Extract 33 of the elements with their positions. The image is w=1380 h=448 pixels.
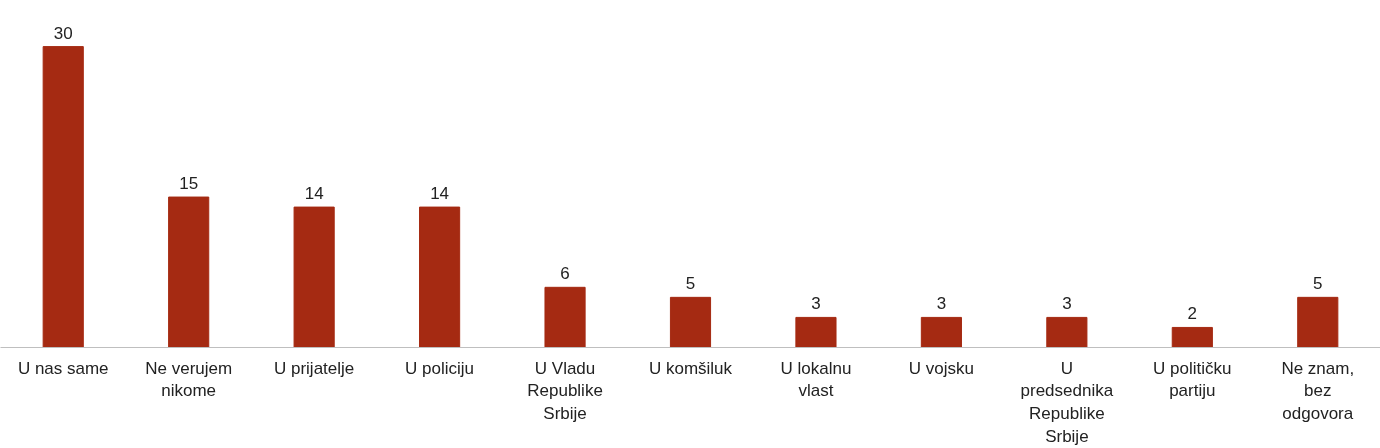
data-label: 3 bbox=[1062, 294, 1072, 314]
x-tick-label: U političku partiju bbox=[1153, 358, 1232, 401]
bar bbox=[1171, 326, 1213, 348]
bar bbox=[544, 286, 586, 348]
data-label: 3 bbox=[936, 294, 947, 314]
x-tick-label: U prijatelje bbox=[273, 358, 355, 378]
data-label: 3 bbox=[811, 294, 821, 314]
x-tick-label: U nas same bbox=[17, 358, 109, 378]
bar bbox=[293, 206, 335, 348]
x-tick-label: U predsednika Republike Srbije bbox=[1020, 358, 1114, 446]
x-tick-label: U policiju bbox=[405, 358, 475, 378]
data-label: 6 bbox=[560, 264, 570, 284]
bar bbox=[795, 316, 837, 348]
x-tick-label: Ne verujem nikome bbox=[145, 358, 233, 401]
x-tick-label: U Vladu Republike Srbije bbox=[527, 358, 603, 424]
data-label: 2 bbox=[1187, 304, 1198, 324]
data-label: 5 bbox=[1313, 274, 1323, 294]
data-label: 5 bbox=[685, 274, 696, 294]
x-tick-label: Ne znam, bez odgovora bbox=[1281, 358, 1355, 424]
bar bbox=[419, 206, 461, 348]
data-label: 14 bbox=[430, 184, 450, 204]
data-label: 14 bbox=[304, 184, 324, 204]
bar bbox=[920, 316, 962, 348]
bar bbox=[669, 296, 712, 348]
bar bbox=[1297, 296, 1339, 348]
x-tick-label: U vojsku bbox=[908, 358, 974, 378]
x-tick-label: U komšiluk bbox=[648, 358, 733, 378]
bar bbox=[42, 46, 84, 348]
bar bbox=[1046, 316, 1088, 348]
x-tick-label: U lokalnu vlast bbox=[780, 358, 852, 401]
data-label: 15 bbox=[179, 174, 199, 194]
data-label: 30 bbox=[53, 23, 73, 43]
bar bbox=[168, 196, 210, 348]
